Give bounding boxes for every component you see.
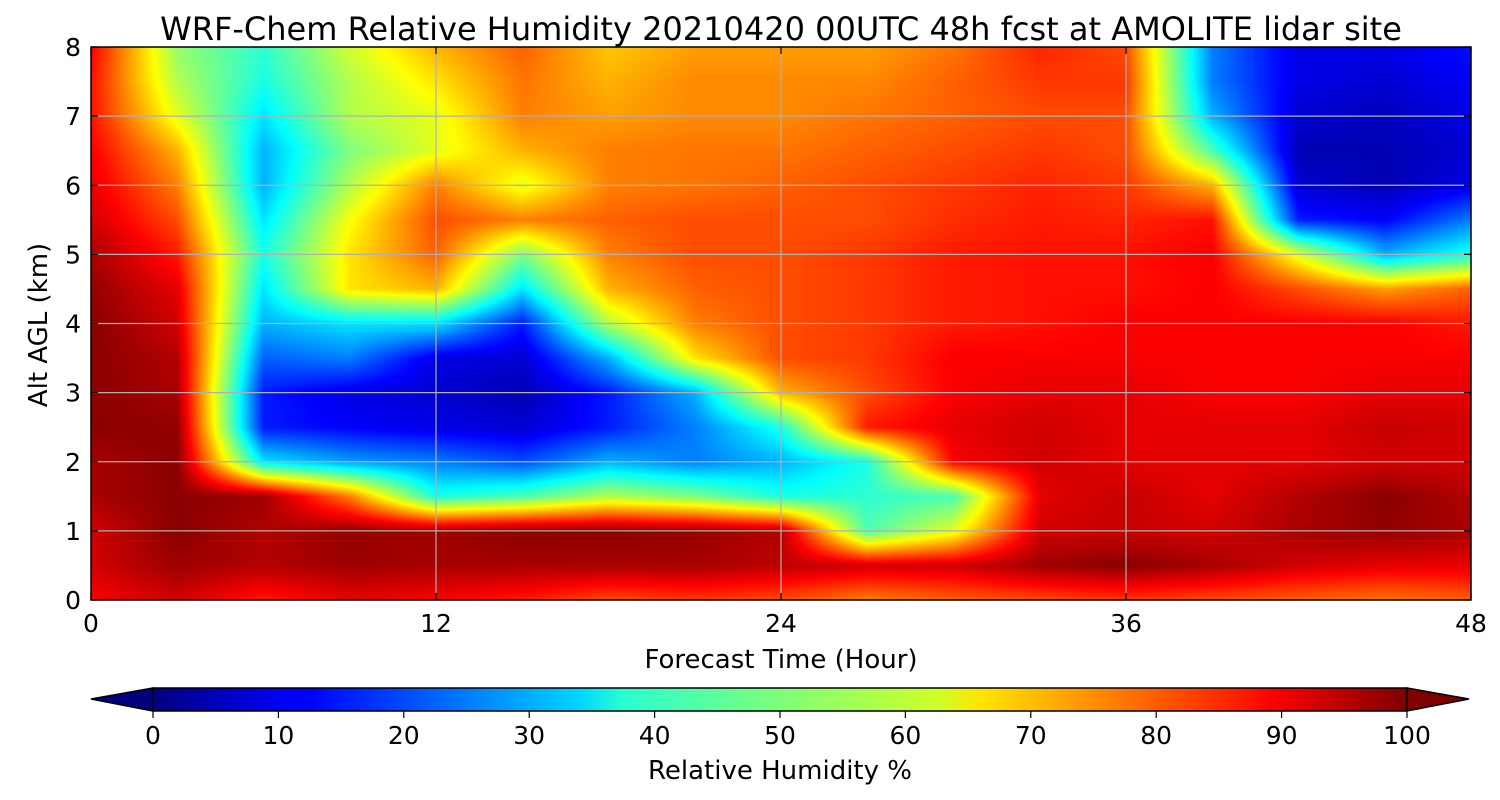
- colorbar: 0 10 20 30 40 50 60 70 80 90 100 Relative Humidity…: [90, 687, 1470, 786]
- y-tick-label: 1: [65, 517, 81, 546]
- y-tick-label: 6: [65, 171, 81, 200]
- colorbar-tick-label: 90: [1266, 721, 1298, 750]
- y-tick-label: 7: [65, 102, 81, 131]
- colorbar-tick-label: 100: [1383, 721, 1431, 750]
- colorbar-tick-label: 20: [388, 721, 420, 750]
- plot-frame: [90, 46, 1472, 601]
- colorbar-tick-label: 10: [262, 721, 294, 750]
- x-tick-labels: 0 12 24 36 48: [83, 609, 1487, 638]
- colorbar-extend-high: [1406, 687, 1470, 712]
- colorbar-tick-label: 40: [639, 721, 671, 750]
- x-tick-label: 12: [420, 609, 452, 638]
- x-tick-label: 48: [1455, 609, 1487, 638]
- y-tick-label: 4: [65, 310, 81, 339]
- y-tick-label: 5: [65, 240, 81, 269]
- colorbar-label: Relative Humidity %: [648, 756, 912, 786]
- y-axis-label: Alt AGL (km): [24, 243, 54, 407]
- y-tick-label: 2: [65, 448, 81, 477]
- x-tick-label: 24: [765, 609, 797, 638]
- colorbar-tick-label: 0: [145, 721, 161, 750]
- colorbar-tick-label: 50: [764, 721, 796, 750]
- colorbar-extend-low: [90, 687, 154, 712]
- x-axis-label: Forecast Time (Hour): [644, 645, 917, 675]
- y-tick-label: 8: [65, 33, 81, 62]
- colorbar-tick-label: 60: [889, 721, 921, 750]
- y-tick-labels: 0 1 2 3 4 5 6 7 8: [65, 33, 81, 615]
- colorbar-gradient: [153, 688, 1407, 711]
- colorbar-tick-label: 30: [513, 721, 545, 750]
- colorbar-tick-label: 80: [1140, 721, 1172, 750]
- colorbar-tick-label: 70: [1015, 721, 1047, 750]
- y-tick-label: 0: [65, 586, 81, 615]
- x-tick-label: 0: [83, 609, 99, 638]
- colorbar-ticks: 0 10 20 30 40 50 60 70 80 90 100: [145, 711, 1431, 750]
- x-tick-label: 36: [1110, 609, 1142, 638]
- chart-title: WRF-Chem Relative Humidity 20210420 00UT…: [160, 10, 1402, 48]
- grid-lines: [91, 47, 1471, 600]
- y-tick-label: 3: [65, 379, 81, 408]
